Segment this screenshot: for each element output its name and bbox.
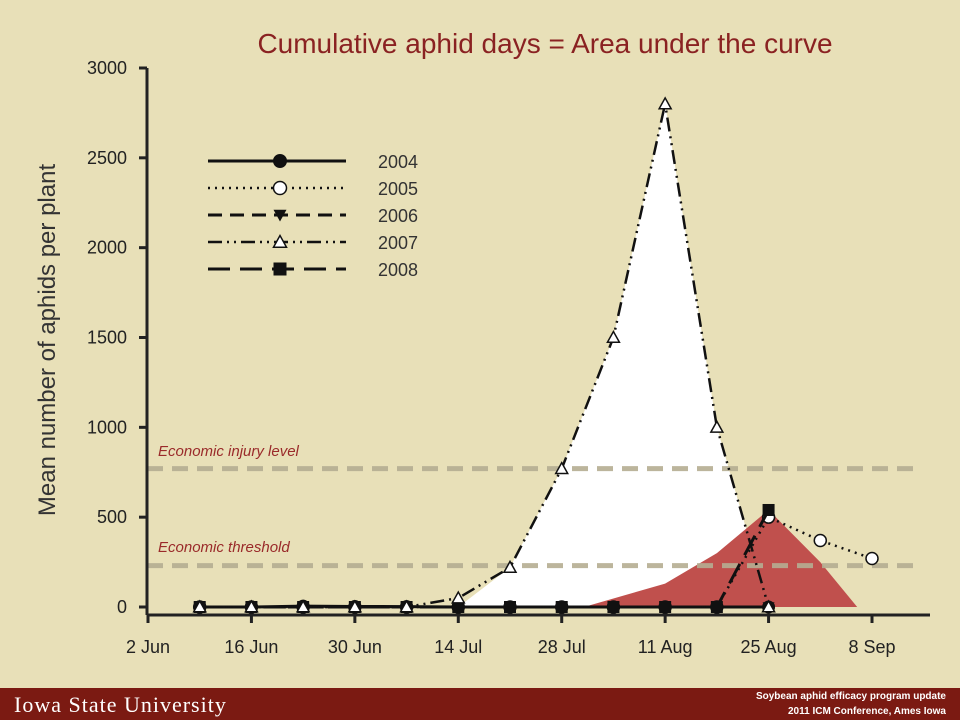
- reference-lines: [147, 466, 918, 569]
- legend: 2004 2005 2006 2007 2008: [208, 152, 418, 280]
- legend-label-2005: 2005: [378, 179, 418, 199]
- point-2008-11: [762, 503, 775, 516]
- legend-marker-2004: [273, 154, 287, 168]
- legend-marker-2005: [272, 180, 288, 196]
- threshold-label: Economic threshold: [158, 539, 290, 556]
- point-2007-4: [399, 599, 414, 613]
- point-2007-9: [657, 96, 673, 110]
- footer-bar: Iowa State University Soybean aphid effi…: [0, 688, 960, 720]
- x-tick-label-5: 11 Aug: [638, 637, 693, 657]
- footer-caption-1: Soybean aphid efficacy program update: [755, 691, 946, 702]
- legend-label-2007: 2007: [378, 233, 418, 253]
- legend-marker-2008: [273, 262, 287, 276]
- point-2005-13: [865, 551, 879, 566]
- series-line-2004: [199, 604, 769, 609]
- legend-label-2006: 2006: [378, 206, 418, 226]
- series-group: [192, 96, 879, 614]
- legend-label-2004: 2004: [378, 152, 418, 172]
- y-tick-label-2500: 2500: [87, 148, 127, 168]
- x-tick-label-4: 28 Jul: [538, 637, 586, 657]
- point-2008-7: [555, 601, 568, 613]
- legend-label-2008: 2008: [378, 260, 418, 280]
- y-tick-label-2000: 2000: [87, 238, 127, 258]
- point-2007-2: [295, 599, 311, 613]
- point-2008-5: [452, 601, 465, 613]
- aphid-chart: 0 500 1000 1500 2000 2500 3000 2 Jun 16 Jun 30 Ju…: [34, 58, 930, 657]
- slide-title: Cumulative aphid days = Area under the c…: [257, 28, 833, 59]
- x-tick-label-6: 25 Aug: [741, 637, 797, 657]
- point-2008-10: [710, 601, 723, 613]
- shaded-areas: [458, 103, 858, 608]
- point-2007-7: [554, 461, 569, 475]
- axes: 0 500 1000 1500 2000 2500 3000 2 Jun 16 Jun 30 Ju…: [87, 58, 930, 657]
- y-tick-label-1500: 1500: [87, 328, 127, 348]
- point-2007-5: [451, 590, 466, 604]
- point-2007-3: [347, 599, 363, 613]
- y-tick-label-1000: 1000: [87, 417, 127, 437]
- university-logo: Iowa State University: [14, 692, 227, 717]
- point-2007-6: [502, 559, 518, 574]
- x-tick-label-1: 16 Jun: [224, 637, 278, 657]
- footer-caption-2: 2011 ICM Conference, Ames Iowa: [787, 706, 946, 717]
- x-tick-label-2: 30 Jun: [328, 637, 382, 657]
- point-2008-6: [504, 601, 516, 613]
- y-tick-label-500: 500: [97, 507, 127, 527]
- point-2005-12: [813, 533, 828, 548]
- x-tick-label-0: 2 Jun: [126, 637, 170, 657]
- point-2008-8: [607, 601, 620, 613]
- y-axis-label: Mean number of aphids per plant: [34, 164, 61, 517]
- point-2007-8: [606, 329, 621, 344]
- x-tick-label-3: 14 Jul: [434, 637, 482, 657]
- point-2008-9: [659, 601, 672, 613]
- y-tick-label-0: 0: [117, 597, 127, 617]
- legend-marker-2006: [273, 209, 287, 222]
- point-2007-10: [709, 419, 725, 433]
- injury-level-label: Economic injury level: [158, 443, 300, 460]
- area-2007: [458, 103, 769, 608]
- point-2007-11: [761, 599, 776, 613]
- series-line-2007: [199, 103, 770, 609]
- y-tick-label-3000: 3000: [87, 58, 127, 78]
- point-2007-1: [244, 599, 259, 613]
- x-tick-label-7: 8 Sep: [848, 637, 895, 657]
- area-2008: [583, 510, 858, 607]
- legend-marker-2007: [272, 233, 288, 248]
- point-2007-0: [192, 599, 207, 613]
